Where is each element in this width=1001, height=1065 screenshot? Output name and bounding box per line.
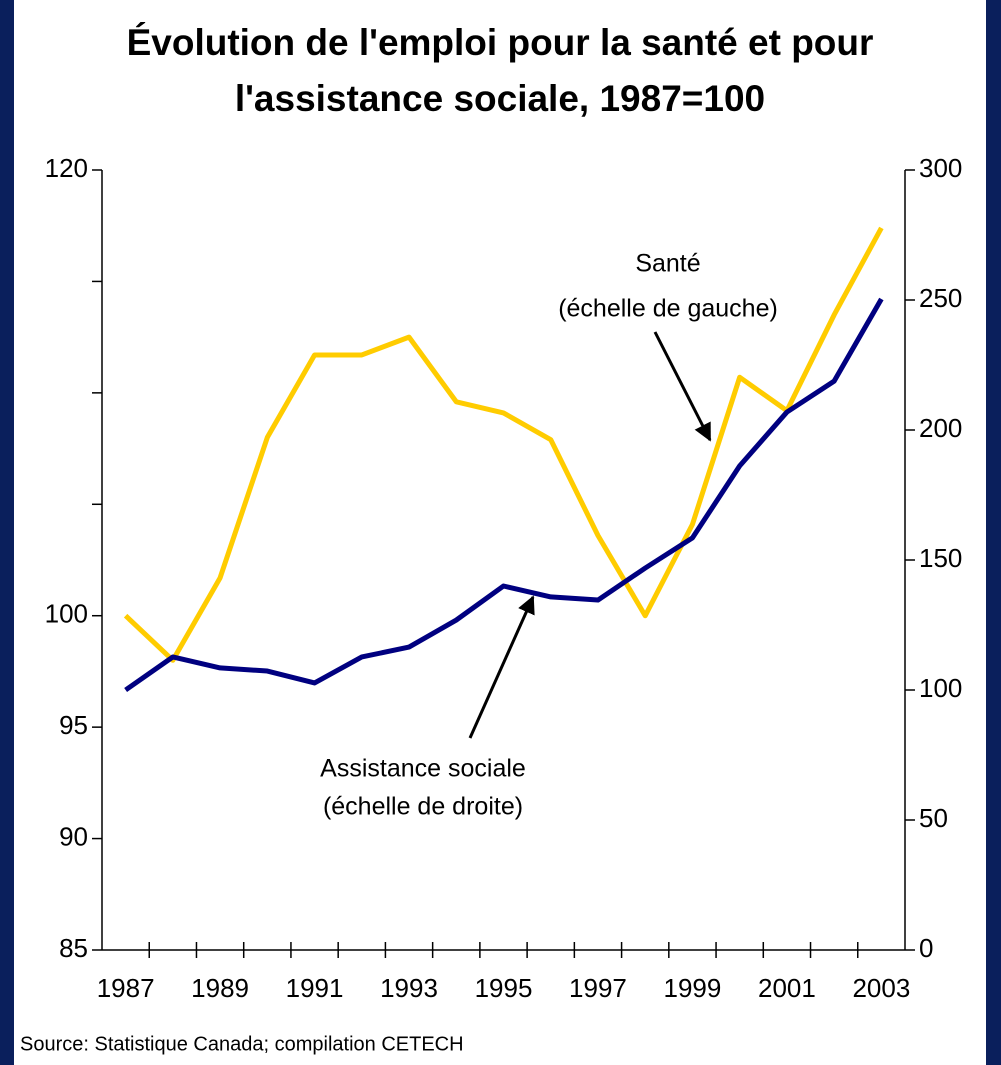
- y-tick-label: 85: [59, 933, 88, 963]
- chart-title: Évolution de l'emploi pour la santé et p…: [127, 22, 874, 63]
- x-tick-label: 2001: [758, 973, 816, 1003]
- x-tick-label: 1995: [475, 973, 533, 1003]
- x-tick-label: 1991: [286, 973, 344, 1003]
- y2-tick-label: 250: [919, 283, 962, 313]
- series-line: [123, 226, 884, 663]
- y-tick-label: 95: [59, 710, 88, 740]
- series-line: [124, 297, 884, 693]
- source: Source: Statistique Canada; compilation …: [20, 1033, 464, 1055]
- x-tick-label: 1989: [191, 973, 249, 1003]
- y-tick-label: 90: [59, 821, 88, 851]
- y2-tick-label: 300: [919, 153, 962, 183]
- y-tick-label: 120: [45, 153, 88, 183]
- y2-tick-label: 50: [919, 803, 948, 833]
- x-tick-label: 1999: [664, 973, 722, 1003]
- y-tick-label: 100: [45, 599, 88, 629]
- x-tick-label: 1997: [569, 973, 627, 1003]
- annotation: (échelle de gauche): [558, 295, 778, 323]
- y2-tick-label: 150: [919, 543, 962, 573]
- panel: [14, 0, 986, 1065]
- chart-title: l'assistance sociale, 1987=100: [235, 78, 765, 119]
- annotation: Assistance sociale: [320, 755, 526, 783]
- arrow: [653, 331, 712, 442]
- x-tick-label: 1993: [380, 973, 438, 1003]
- annotation: (échelle de droite): [323, 793, 523, 821]
- x-tick-label: 1987: [97, 973, 155, 1003]
- arrow: [468, 595, 535, 739]
- annotation: Santé: [635, 250, 700, 278]
- y2-tick-label: 100: [919, 673, 962, 703]
- y2-tick-label: 200: [919, 413, 962, 443]
- x-tick-label: 2003: [852, 973, 910, 1003]
- y2-tick-label: 0: [919, 933, 933, 963]
